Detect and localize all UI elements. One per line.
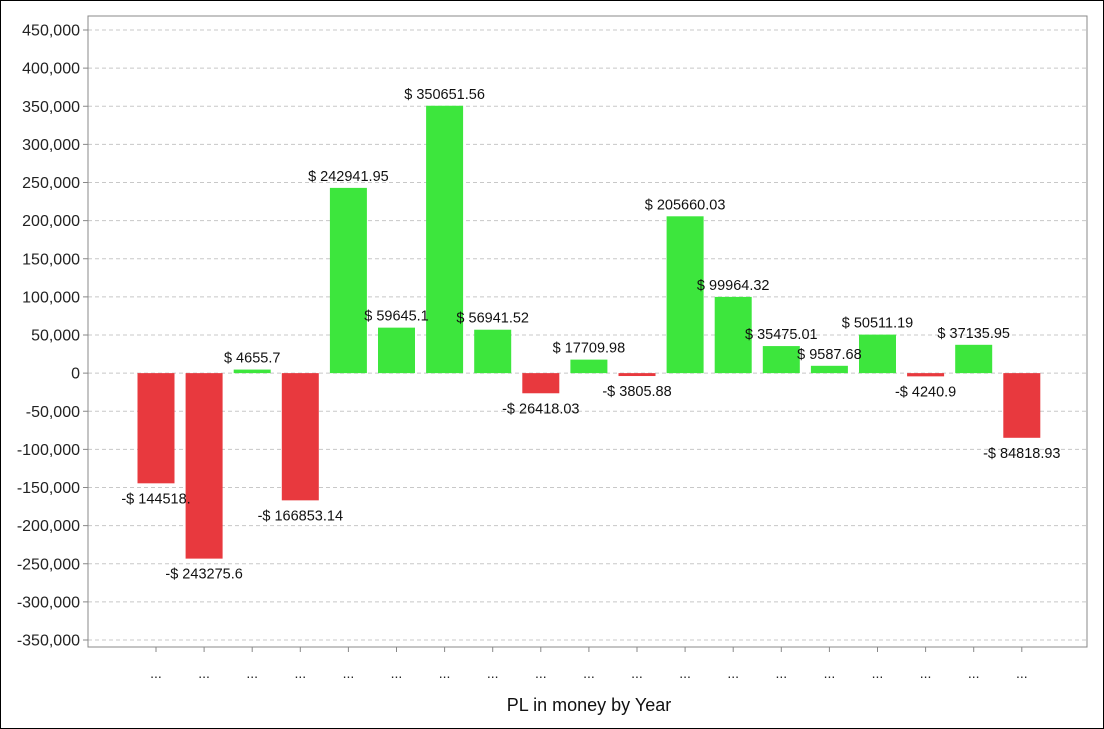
bar	[907, 373, 945, 377]
data-label: $ 37135.95	[937, 326, 1010, 342]
bar	[329, 187, 367, 374]
bar	[137, 373, 175, 484]
bar	[378, 327, 415, 374]
data-label: -$ 243275.6	[165, 567, 242, 583]
y-axis-ticks: 450,000 400,000 350,000 300,000 250,000 200,0…	[17, 23, 88, 650]
data-label: $ 9587.68	[797, 347, 862, 363]
x-tick-label: ...	[631, 665, 643, 681]
data-label: $ 99964.32	[697, 278, 770, 294]
x-tick-label: ...	[824, 665, 836, 681]
x-tick-label: ...	[198, 665, 210, 681]
x-tick-label: ...	[343, 665, 355, 681]
data-label: $ 4655.7	[224, 351, 280, 367]
x-tick-label: ...	[294, 665, 306, 681]
x-tick-label: ...	[535, 665, 547, 681]
x-axis-ticks: ........................................…	[150, 647, 1028, 681]
x-tick-label: ...	[583, 665, 595, 681]
x-tick-label: ...	[246, 665, 258, 681]
y-tick-label: 0	[71, 366, 80, 383]
bar	[185, 373, 223, 559]
y-tick-label: -350,000	[17, 633, 80, 650]
x-axis-title: PL in money by Year	[507, 695, 671, 715]
bar	[1003, 373, 1041, 438]
x-tick-label: ...	[1016, 665, 1028, 681]
x-tick-label: ...	[391, 665, 403, 681]
bar	[522, 373, 560, 394]
data-label: $ 35475.01	[745, 327, 818, 343]
data-label: -$ 26418.03	[502, 401, 579, 417]
x-tick-label: ...	[150, 665, 162, 681]
x-tick-label: ...	[920, 665, 932, 681]
x-tick-label: ...	[439, 665, 451, 681]
y-tick-label: -100,000	[17, 442, 80, 459]
y-tick-label: 450,000	[22, 23, 80, 40]
y-tick-label: 350,000	[22, 99, 80, 116]
y-tick-label: 400,000	[22, 61, 80, 78]
x-tick-label: ...	[968, 665, 980, 681]
bar	[281, 373, 319, 501]
bar	[810, 365, 848, 374]
y-tick-label: -300,000	[17, 594, 80, 611]
bar	[955, 344, 993, 374]
bar	[233, 369, 271, 374]
data-label: -$ 4240.9	[895, 384, 956, 400]
x-tick-label: ...	[487, 665, 499, 681]
data-label: -$ 166853.14	[258, 508, 343, 524]
y-tick-label: -150,000	[17, 480, 80, 497]
data-label: $ 56941.52	[456, 311, 529, 327]
data-label: -$ 3805.88	[602, 384, 671, 400]
y-tick-label: 50,000	[31, 328, 80, 345]
y-tick-label: 300,000	[22, 137, 80, 154]
bar	[714, 296, 752, 374]
x-tick-label: ...	[679, 665, 691, 681]
bar	[474, 329, 512, 374]
data-labels: -$ 144518. -$ 243275.6 $ 4655.7 -$ 166853.1…	[121, 87, 1060, 583]
data-label: $ 350651.56	[404, 87, 485, 103]
data-label: -$ 144518.	[121, 491, 190, 507]
x-tick-label: ...	[775, 665, 787, 681]
y-tick-label: -200,000	[17, 518, 80, 535]
data-label: $ 242941.95	[308, 169, 389, 185]
data-label: $ 50511.19	[842, 316, 914, 332]
bar	[426, 105, 464, 374]
y-tick-label: -50,000	[26, 404, 80, 421]
bar	[618, 373, 656, 377]
data-label: $ 205660.03	[645, 197, 726, 213]
x-tick-label: ...	[727, 665, 739, 681]
y-tick-label: 100,000	[22, 289, 80, 306]
bars	[137, 105, 1041, 559]
bar	[570, 359, 608, 374]
x-tick-label: ...	[872, 665, 884, 681]
y-tick-label: -250,000	[17, 556, 80, 573]
plot-area-border	[87, 15, 1088, 648]
grid-lines	[88, 29, 1087, 641]
y-tick-label: 250,000	[22, 175, 80, 192]
bar	[666, 216, 704, 374]
y-tick-label: 150,000	[22, 251, 80, 268]
data-label: $ 59645.1	[364, 309, 429, 325]
data-label: -$ 84818.93	[983, 446, 1060, 462]
bar	[859, 334, 896, 374]
bar	[762, 346, 800, 374]
data-label: $ 17709.98	[553, 341, 626, 357]
y-tick-label: 200,000	[22, 213, 80, 230]
